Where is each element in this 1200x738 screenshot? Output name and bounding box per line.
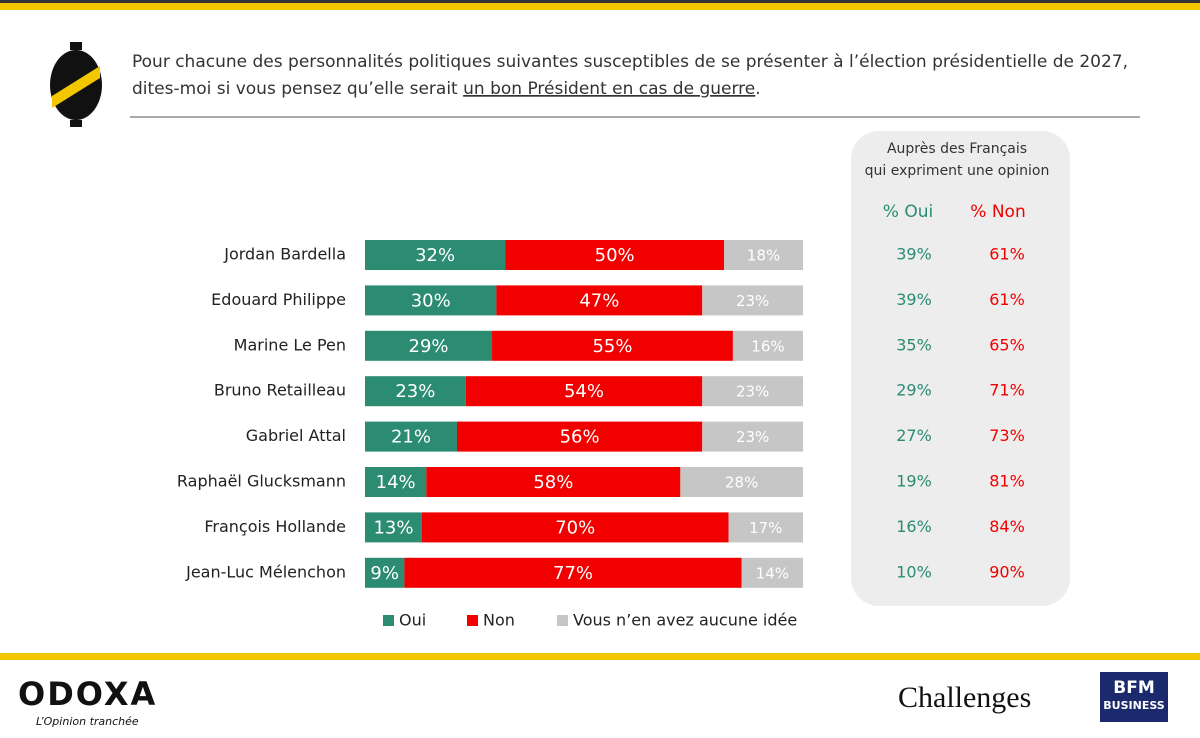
bar-segment — [426, 467, 681, 497]
value-label: 58% — [533, 472, 573, 493]
panel-value: 61% — [989, 290, 1025, 309]
bar-segment — [421, 512, 729, 543]
value-label: 17% — [749, 519, 782, 537]
bar-segment — [702, 421, 803, 452]
bar-segment — [702, 376, 803, 407]
panel-value: 90% — [989, 562, 1025, 581]
category-label: François Hollande — [204, 517, 346, 536]
bar-segment — [365, 330, 493, 361]
category-label: Raphaël Glucksmann — [177, 472, 346, 491]
legend-swatch — [467, 615, 478, 626]
category-label: Jordan Bardella — [223, 245, 346, 264]
value-label: 18% — [747, 247, 780, 265]
panel-value: 29% — [896, 381, 932, 400]
panel-value: 73% — [989, 426, 1025, 445]
panel-value: 84% — [989, 517, 1025, 536]
value-label: 14% — [376, 472, 416, 493]
bar-segment — [365, 557, 405, 588]
panel-value: 10% — [896, 562, 932, 581]
panel-value: 35% — [896, 335, 932, 354]
panel-value: 39% — [896, 290, 932, 309]
bar-segment — [741, 557, 803, 588]
bar-segment — [680, 467, 803, 497]
legend-swatch — [557, 615, 568, 626]
panel-value: 81% — [989, 472, 1025, 491]
legend-swatch — [383, 615, 394, 626]
value-label: 13% — [373, 517, 413, 538]
title-part: . — [755, 79, 760, 99]
panel-value: 16% — [896, 517, 932, 536]
brand: ODOXA — [18, 675, 157, 713]
panel-value: 61% — [989, 245, 1025, 264]
title-emphasis: un bon Président en cas de guerre — [463, 79, 755, 99]
legend-label: Oui — [399, 611, 426, 630]
bar-segment — [496, 285, 703, 316]
bar-segment — [365, 467, 427, 497]
logo-icon — [50, 42, 102, 127]
value-label: 28% — [725, 474, 758, 492]
bar-segment — [365, 512, 422, 543]
panel-value: 39% — [896, 245, 932, 264]
partner: BFM — [1113, 678, 1155, 698]
category-label: Edouard Philippe — [211, 290, 346, 309]
value-label: 70% — [555, 517, 595, 538]
value-label: 30% — [411, 290, 451, 311]
partner: Challenges — [898, 681, 1031, 714]
panel-title: qui expriment une opinion — [865, 163, 1050, 179]
panel-value: 71% — [989, 381, 1025, 400]
panel-value: 19% — [896, 472, 932, 491]
panel-title: Auprès des Français — [887, 141, 1027, 157]
bar-segment — [492, 330, 733, 361]
bar-segment — [365, 376, 466, 407]
top-line — [0, 0, 1200, 3]
bar-segment — [732, 330, 803, 361]
partner-logo-bg — [1100, 672, 1168, 722]
value-label: 56% — [560, 427, 600, 448]
legend-label: Vous n’en avez aucune idée — [573, 611, 797, 630]
panel-bg — [851, 131, 1070, 606]
value-label: 23% — [395, 381, 435, 402]
bar-segment — [365, 285, 497, 316]
partner: BUSINESS — [1103, 699, 1164, 712]
bar-segment — [505, 240, 725, 270]
tagline: L’Opinion tranchée — [36, 715, 139, 728]
bar-segment — [456, 421, 703, 452]
panel-value: 27% — [896, 426, 932, 445]
value-label: 77% — [553, 563, 593, 584]
bar-segment — [404, 557, 742, 588]
bar-segment — [365, 240, 506, 270]
bar-segment — [728, 512, 803, 543]
value-label: 47% — [579, 290, 619, 311]
value-label: 29% — [409, 336, 449, 357]
legend-label: Non — [483, 611, 515, 630]
value-label: 14% — [756, 564, 789, 582]
top-band — [0, 3, 1200, 10]
value-label: 23% — [736, 383, 769, 401]
panel-header: % Oui — [883, 202, 933, 222]
value-label: 21% — [391, 427, 431, 448]
title-line: dites-moi si vous pensez qu’elle serait … — [132, 79, 761, 99]
value-label: 50% — [595, 245, 635, 266]
category-label: Jean-Luc Mélenchon — [185, 562, 346, 581]
value-label: 32% — [415, 245, 455, 266]
value-label: 23% — [736, 428, 769, 446]
panel-header: % Non — [970, 202, 1025, 222]
category-label: Bruno Retailleau — [214, 381, 346, 400]
bar-segment — [724, 240, 803, 270]
value-label: 54% — [564, 381, 604, 402]
bottom-band — [0, 653, 1200, 660]
value-label: 23% — [736, 292, 769, 310]
value-label: 9% — [370, 563, 399, 584]
value-label: 16% — [751, 337, 784, 355]
category-label: Marine Le Pen — [234, 335, 346, 354]
title-line: Pour chacune des personnalités politique… — [132, 52, 1128, 72]
title-part: dites-moi si vous pensez qu’elle serait — [132, 79, 463, 99]
value-label: 55% — [592, 336, 632, 357]
panel-value: 65% — [989, 335, 1025, 354]
bar-segment — [365, 421, 457, 452]
bar-segment — [465, 376, 703, 407]
category-label: Gabriel Attal — [246, 426, 346, 445]
bar-segment — [702, 285, 803, 316]
